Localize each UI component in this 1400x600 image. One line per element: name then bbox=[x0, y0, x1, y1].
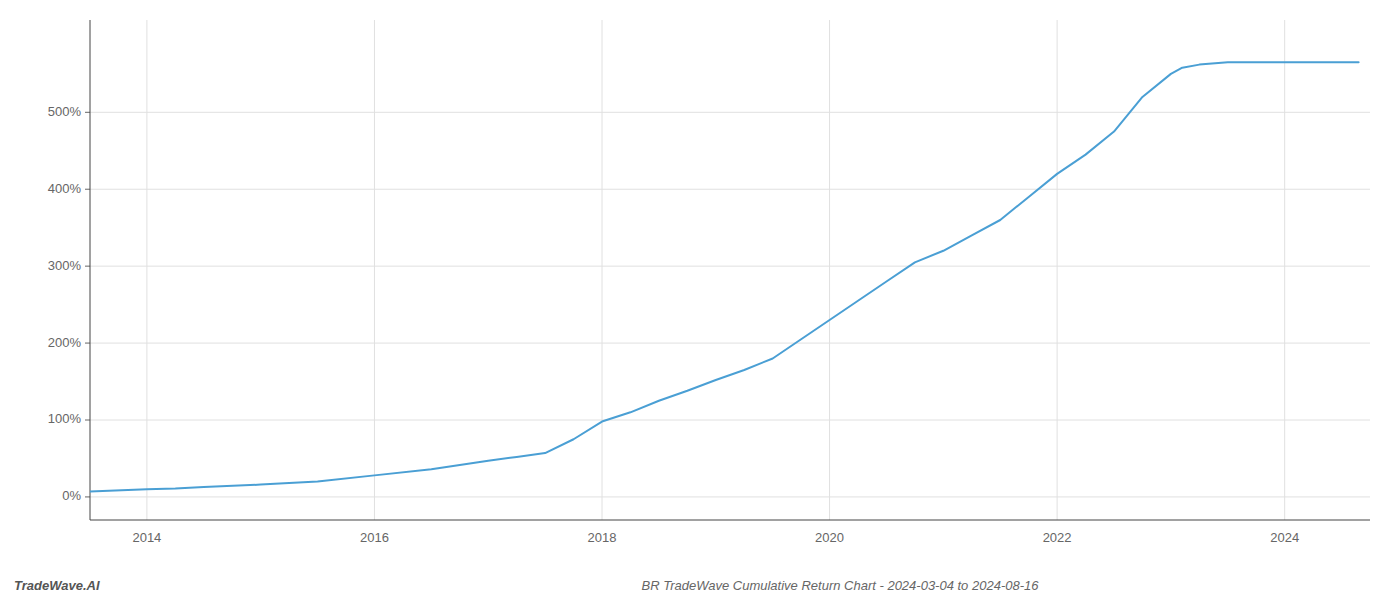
tick-label: 200% bbox=[48, 335, 82, 350]
chart: 0% 100% 200% 300% 400% 500% 2014 2016 2018 2020 20… bbox=[0, 0, 1400, 600]
grid-line bbox=[90, 189, 1370, 190]
tick-mark bbox=[85, 112, 90, 113]
axes: 0% 100% 200% 300% 400% 500% 2014 2016 2018 2020 20… bbox=[48, 20, 1370, 545]
tick-mark bbox=[85, 189, 90, 190]
grid-line bbox=[602, 20, 603, 520]
tick-label: 2024 bbox=[1270, 530, 1299, 545]
x-axis-line bbox=[90, 520, 1370, 521]
line bbox=[90, 62, 1359, 491]
grid-line bbox=[90, 343, 1370, 344]
tick-mark bbox=[85, 343, 90, 344]
tick-label: 2014 bbox=[132, 530, 161, 545]
tick-label: 2018 bbox=[588, 530, 617, 545]
grid-line bbox=[90, 112, 1370, 113]
grid bbox=[90, 20, 1370, 520]
tick-mark bbox=[85, 420, 90, 421]
tick-label: 100% bbox=[48, 411, 82, 426]
tick-label: 500% bbox=[48, 104, 82, 119]
y-axis-line bbox=[90, 20, 91, 520]
tick-label: 2022 bbox=[1043, 530, 1072, 545]
grid-line bbox=[90, 266, 1370, 267]
tick-mark bbox=[85, 496, 90, 497]
tick-label: 300% bbox=[48, 258, 82, 273]
grid-line bbox=[146, 20, 147, 520]
plot-area bbox=[90, 62, 1359, 491]
grid-line bbox=[1057, 20, 1058, 520]
tick-label: 2020 bbox=[815, 530, 844, 545]
grid-line bbox=[1284, 20, 1285, 520]
tick-label: 400% bbox=[48, 181, 82, 196]
tick-label: 0% bbox=[62, 488, 81, 503]
grid-line bbox=[90, 420, 1370, 421]
tick-label: 2016 bbox=[360, 530, 389, 545]
title: BR TradeWave Cumulative Return Chart - 2… bbox=[642, 578, 1040, 593]
grid-line bbox=[374, 20, 375, 520]
grid-line bbox=[829, 20, 830, 520]
watermark: TradeWave.AI bbox=[14, 578, 100, 593]
grid-line bbox=[90, 496, 1370, 497]
tick-mark bbox=[85, 266, 90, 267]
